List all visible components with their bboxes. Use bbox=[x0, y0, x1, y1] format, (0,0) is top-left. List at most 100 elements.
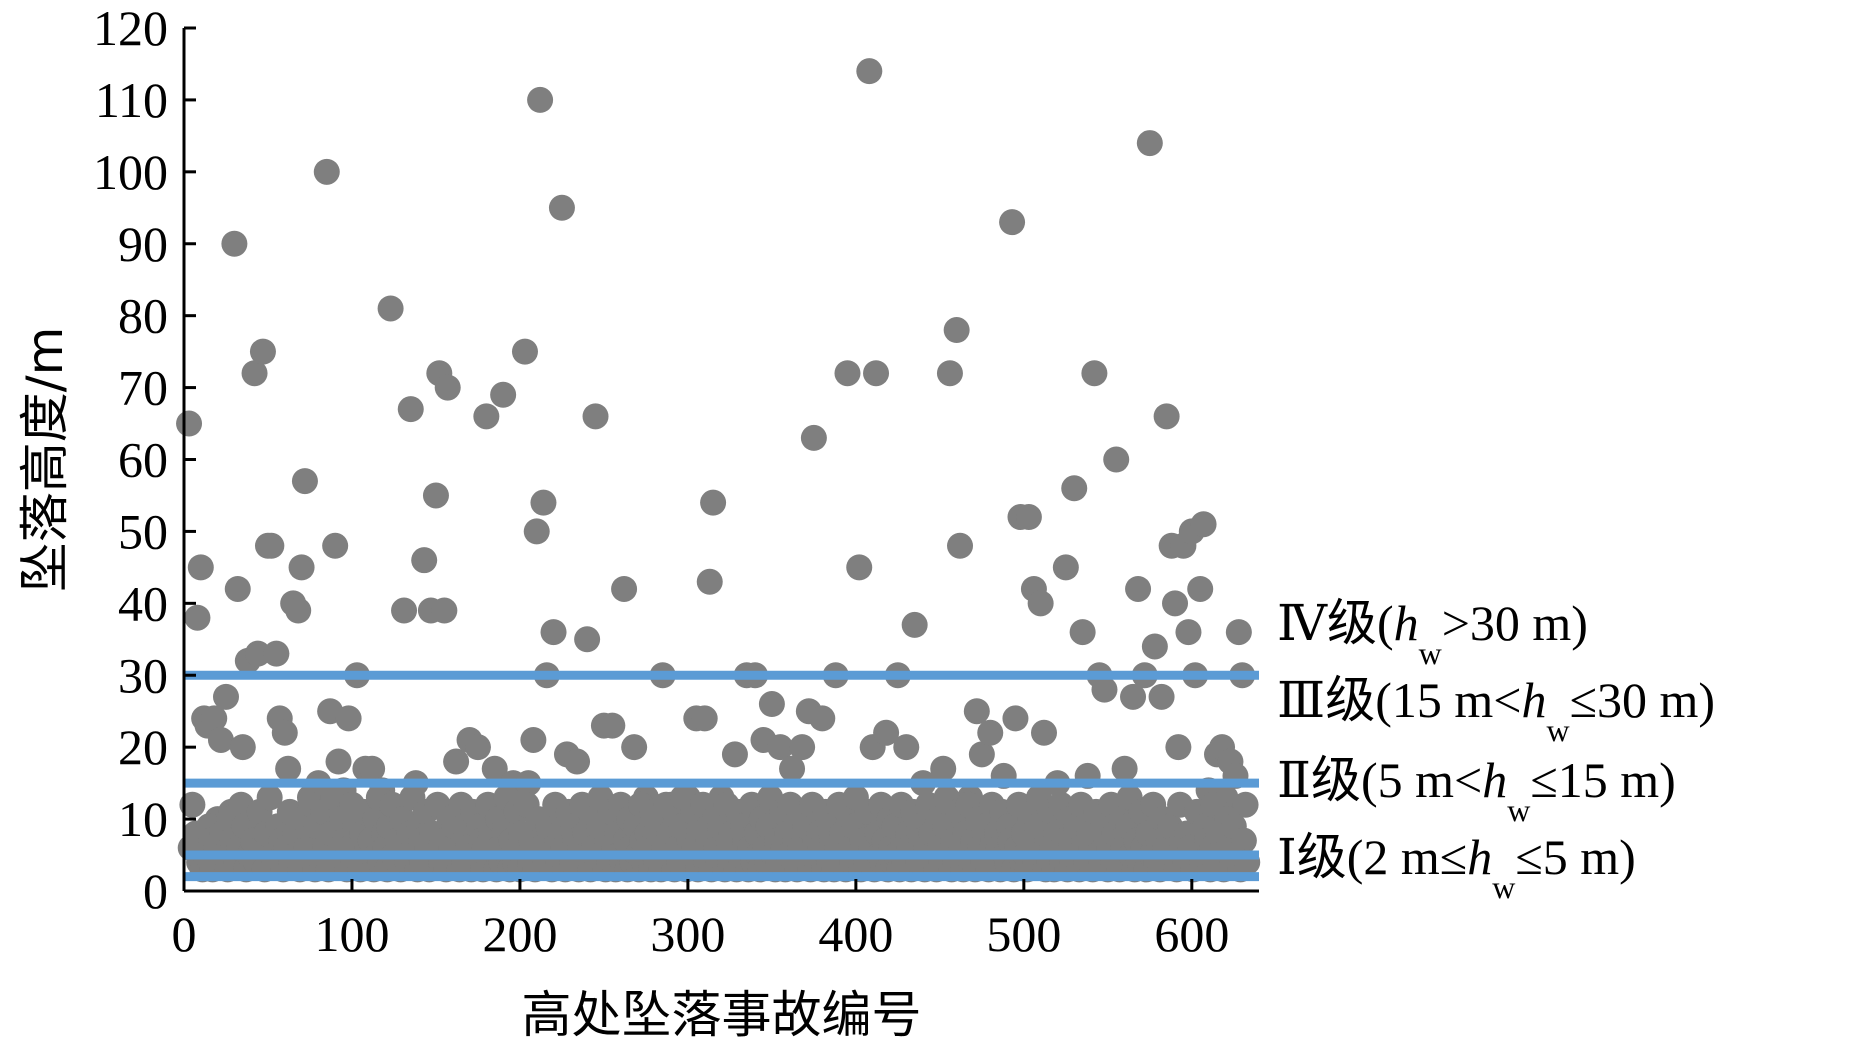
data-point bbox=[313, 158, 340, 185]
y-tick-label: 120 bbox=[93, 0, 168, 56]
data-point bbox=[963, 698, 990, 725]
y-tick-label: 20 bbox=[118, 719, 168, 775]
data-point bbox=[1069, 619, 1096, 646]
data-point bbox=[520, 726, 547, 753]
level-label: Ⅰ级(2 m≤hw≤5 m) bbox=[1277, 829, 1636, 905]
level-label: Ⅲ级(15 m<hw≤30 m) bbox=[1277, 672, 1715, 748]
data-point bbox=[258, 532, 285, 559]
data-point bbox=[1002, 705, 1029, 732]
data-point bbox=[212, 683, 239, 710]
data-point bbox=[271, 719, 298, 746]
data-point bbox=[856, 58, 883, 85]
x-tick-label: 0 bbox=[172, 906, 197, 962]
data-point bbox=[184, 604, 211, 631]
data-point bbox=[1031, 719, 1057, 746]
data-point bbox=[1162, 590, 1189, 617]
data-point bbox=[611, 575, 638, 602]
data-point bbox=[809, 705, 836, 732]
data-point bbox=[721, 741, 748, 768]
data-point bbox=[700, 489, 727, 516]
data-point bbox=[968, 741, 995, 768]
data-point bbox=[621, 734, 648, 761]
data-point bbox=[1052, 554, 1079, 581]
data-point bbox=[275, 755, 302, 782]
data-point bbox=[758, 691, 785, 718]
data-point bbox=[285, 597, 312, 624]
points-layer bbox=[176, 58, 1261, 883]
data-point bbox=[1015, 504, 1042, 531]
data-point bbox=[1111, 755, 1138, 782]
data-point bbox=[434, 374, 461, 401]
data-point bbox=[263, 640, 290, 667]
data-point bbox=[1190, 511, 1217, 538]
data-point bbox=[359, 755, 386, 782]
data-point bbox=[574, 626, 601, 653]
data-point bbox=[834, 360, 861, 387]
data-point bbox=[789, 734, 816, 761]
data-point bbox=[481, 755, 508, 782]
data-point bbox=[1061, 475, 1088, 502]
data-point bbox=[411, 547, 438, 574]
y-tick-label: 100 bbox=[93, 144, 168, 200]
data-point bbox=[422, 482, 449, 509]
y-tick-label: 70 bbox=[118, 360, 168, 416]
data-point bbox=[800, 424, 827, 451]
data-point bbox=[1141, 633, 1168, 660]
data-point bbox=[1165, 734, 1192, 761]
data-point bbox=[179, 791, 206, 818]
data-point bbox=[473, 403, 500, 430]
data-point bbox=[936, 360, 963, 387]
data-point bbox=[1125, 575, 1152, 602]
data-point bbox=[863, 360, 890, 387]
y-axis-title: 坠落高度/m bbox=[16, 327, 74, 593]
data-point bbox=[999, 209, 1026, 236]
data-point bbox=[846, 554, 873, 581]
data-point bbox=[511, 338, 538, 365]
data-point bbox=[691, 705, 718, 732]
data-point bbox=[1187, 575, 1214, 602]
data-point bbox=[696, 568, 723, 595]
data-point bbox=[1136, 130, 1163, 157]
data-point bbox=[187, 554, 214, 581]
level-label: Ⅱ级(5 m<hw≤15 m) bbox=[1277, 752, 1676, 828]
x-tick-label: 500 bbox=[986, 906, 1061, 962]
data-point bbox=[1225, 619, 1252, 646]
data-point bbox=[241, 360, 268, 387]
data-point bbox=[431, 597, 458, 624]
y-tick-label: 110 bbox=[95, 72, 168, 128]
x-tick-label: 600 bbox=[1154, 906, 1229, 962]
data-point bbox=[443, 748, 470, 775]
data-point bbox=[224, 575, 251, 602]
x-tick-label: 100 bbox=[314, 906, 389, 962]
data-point bbox=[767, 734, 794, 761]
level-label: Ⅳ级(hw>30 m) bbox=[1277, 595, 1588, 671]
threshold-lines bbox=[184, 670, 1259, 882]
data-point bbox=[207, 726, 234, 753]
data-point bbox=[893, 734, 920, 761]
data-point bbox=[582, 403, 609, 430]
data-point bbox=[548, 194, 575, 221]
data-point bbox=[564, 748, 591, 775]
data-point bbox=[527, 86, 554, 113]
data-point bbox=[977, 719, 1004, 746]
data-point bbox=[1153, 403, 1180, 430]
x-tick-label: 300 bbox=[650, 906, 725, 962]
data-point bbox=[540, 619, 567, 646]
x-tick-label: 200 bbox=[482, 906, 557, 962]
data-point bbox=[291, 468, 318, 495]
data-point bbox=[322, 532, 349, 559]
data-point bbox=[530, 489, 557, 516]
data-point bbox=[1081, 360, 1108, 387]
x-ticks: 0 100 200 300 400 500 600 bbox=[172, 879, 1229, 962]
data-point bbox=[1232, 791, 1259, 818]
data-point bbox=[1091, 676, 1118, 703]
data-point bbox=[930, 755, 957, 782]
data-point bbox=[221, 230, 248, 257]
data-point bbox=[1027, 590, 1054, 617]
y-tick-label: 30 bbox=[118, 647, 168, 703]
data-point bbox=[288, 554, 315, 581]
data-point bbox=[523, 518, 550, 545]
y-tick-label: 0 bbox=[143, 863, 168, 919]
y-tick-label: 90 bbox=[118, 216, 168, 272]
